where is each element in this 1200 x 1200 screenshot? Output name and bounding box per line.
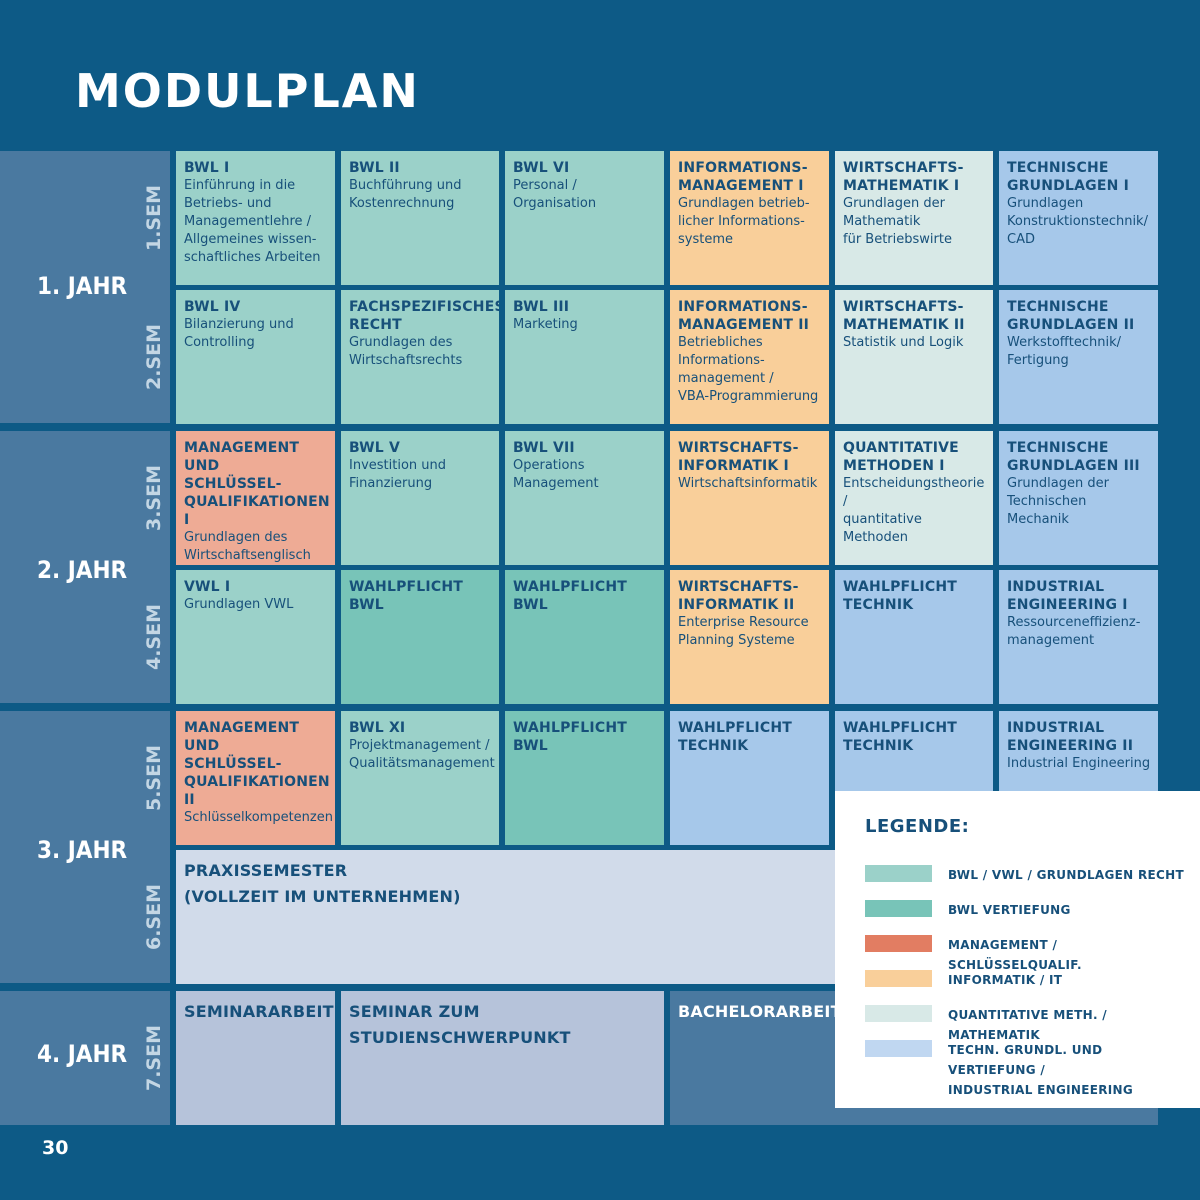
module-card: BWL I Einführung in die Betriebs- und Man… bbox=[176, 151, 335, 285]
module-card: WAHLPFLICHT TECHNIK bbox=[670, 711, 829, 845]
module-card: TECHNISCHE GRUNDLAGEN II Werkstofftechnik… bbox=[999, 290, 1158, 424]
seminar-studienschwerpunkt-card: SEMINAR ZUM STUDIENSCHWERPUNKT bbox=[341, 991, 664, 1125]
legend-swatch bbox=[865, 935, 932, 952]
year-label-1: 1. JAHR bbox=[37, 272, 128, 300]
module-card: MANAGEMENT UND SCHLÜSSEL- QUALIFIKATIONE… bbox=[176, 431, 335, 565]
year-label-4: 4. JAHR bbox=[37, 1040, 128, 1068]
legend-swatch bbox=[865, 1040, 932, 1057]
module-card: WAHLPFLICHT TECHNIK bbox=[835, 570, 993, 704]
module-card: VWL I Grundlagen VWL bbox=[176, 570, 335, 704]
module-card: BWL III Marketing bbox=[505, 290, 664, 424]
module-card: MANAGEMENT UND SCHLÜSSEL- QUALIFIKATIONE… bbox=[176, 711, 335, 845]
legend-swatch bbox=[865, 1005, 932, 1022]
legend-swatch bbox=[865, 865, 932, 882]
year-band-1 bbox=[0, 151, 170, 423]
legend: LEGENDE: BWL / VWL / GRUNDLAGEN RECHT BW… bbox=[835, 791, 1200, 1108]
module-card: WAHLPFLICHT BWL bbox=[505, 570, 664, 704]
module-card: INFORMATIONS- MANAGEMENT I Grundlagen bet… bbox=[670, 151, 829, 285]
module-card: BWL XI Projektmanagement / Qualitätsmanag… bbox=[341, 711, 499, 845]
legend-title: LEGENDE: bbox=[865, 816, 970, 837]
module-card: WIRTSCHAFTS- MATHEMATIK I Grundlagen der … bbox=[835, 151, 993, 285]
seminararbeit-card: SEMINARARBEIT bbox=[176, 991, 335, 1125]
module-card: BWL VI Personal / Organisation bbox=[505, 151, 664, 285]
year-label-2: 2. JAHR bbox=[37, 556, 128, 584]
module-card: BWL IV Bilanzierung und Controlling bbox=[176, 290, 335, 424]
year-band-2 bbox=[0, 431, 170, 703]
module-card: BWL VII Operations Management bbox=[505, 431, 664, 565]
semester-label-1: 1.SEM bbox=[143, 184, 166, 252]
module-card: WIRTSCHAFTS- MATHEMATIK II Statistik und … bbox=[835, 290, 993, 424]
page-title: MODULPLAN bbox=[75, 64, 420, 118]
module-card: WIRTSCHAFTS- INFORMATIK II Enterprise Res… bbox=[670, 570, 829, 704]
semester-label-3: 3.SEM bbox=[143, 464, 166, 532]
year-band-3 bbox=[0, 711, 170, 983]
module-card: TECHNISCHE GRUNDLAGEN III Grundlagen der … bbox=[999, 431, 1158, 565]
year-band-4 bbox=[0, 991, 170, 1125]
legend-swatch bbox=[865, 970, 932, 987]
page-number: 30 bbox=[42, 1137, 69, 1159]
module-card: FACHSPEZIFISCHES RECHT Grundlagen des Wir… bbox=[341, 290, 499, 424]
module-card: BWL V Investition und Finanzierung bbox=[341, 431, 499, 565]
module-card: WAHLPFLICHT BWL bbox=[341, 570, 499, 704]
semester-label-2: 2.SEM bbox=[143, 323, 166, 391]
semester-label-6: 6.SEM bbox=[143, 883, 166, 951]
module-card: WIRTSCHAFTS- INFORMATIK I Wirtschaftsinfo… bbox=[670, 431, 829, 565]
module-card: QUANTITATIVE METHODEN I Entscheidungstheo… bbox=[835, 431, 993, 565]
module-card: BWL II Buchführung und Kostenrechnung bbox=[341, 151, 499, 285]
year-label-3: 3. JAHR bbox=[37, 836, 128, 864]
semester-label-7: 7.SEM bbox=[143, 1024, 166, 1092]
module-card: TECHNISCHE GRUNDLAGEN I Grundlagen Konstr… bbox=[999, 151, 1158, 285]
semester-label-5: 5.SEM bbox=[143, 744, 166, 812]
module-card: INFORMATIONS- MANAGEMENT II Betriebliches… bbox=[670, 290, 829, 424]
module-card: WAHLPFLICHT BWL bbox=[505, 711, 664, 845]
semester-label-4: 4.SEM bbox=[143, 603, 166, 671]
module-card: INDUSTRIAL ENGINEERING I Ressourceneffizi… bbox=[999, 570, 1158, 704]
legend-swatch bbox=[865, 900, 932, 917]
